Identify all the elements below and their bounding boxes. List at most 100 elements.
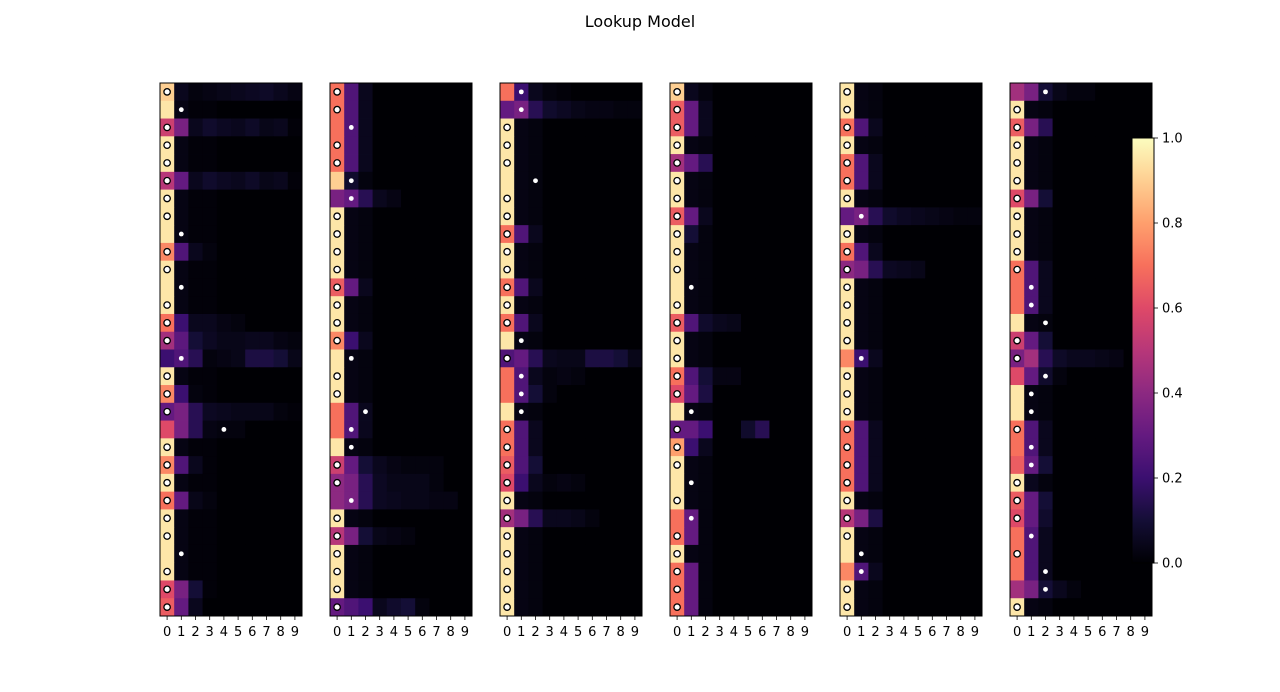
target-marker — [163, 461, 171, 469]
target-marker — [348, 444, 354, 450]
heatmap-cell — [415, 598, 430, 617]
heatmap-cell — [755, 242, 770, 262]
heatmap-cell — [231, 331, 246, 350]
heatmap-cell — [953, 456, 969, 475]
heatmap-cell — [585, 331, 600, 350]
heatmap-cell — [698, 331, 713, 350]
heatmap-cell — [1109, 562, 1124, 581]
heatmap-cell — [896, 118, 912, 137]
heatmap-cell — [585, 598, 600, 617]
heatmap-cell — [372, 242, 388, 262]
target-marker — [163, 141, 171, 150]
heatmap-cell — [401, 385, 416, 404]
heatmap-cell — [868, 296, 883, 315]
heatmap-cell — [514, 189, 529, 208]
heatmap-cell — [259, 438, 274, 457]
heatmap-cell — [1038, 100, 1053, 119]
heatmap-cell — [769, 118, 784, 137]
heatmap-cell — [358, 207, 373, 226]
heatmap-cell — [216, 473, 232, 493]
heatmap-cell — [1024, 598, 1039, 617]
heatmap-cell — [797, 491, 813, 510]
heatmap-cell — [755, 509, 770, 528]
target-marker — [503, 123, 511, 132]
target-marker — [503, 265, 511, 274]
heatmap-cell — [457, 171, 473, 190]
target-marker — [163, 159, 171, 167]
heatmap-cell — [358, 491, 373, 510]
heatmap-cell — [1109, 420, 1124, 439]
heatmap-cell — [911, 456, 926, 475]
heatmap-cell — [188, 438, 203, 457]
heatmap-cell — [202, 420, 218, 439]
heatmap-cell — [571, 100, 586, 119]
heatmap-cell — [769, 154, 784, 173]
heatmap-cell — [627, 385, 643, 404]
heatmap-cell — [783, 544, 799, 564]
heatmap-cell — [953, 509, 969, 528]
heatmap-cell — [726, 207, 742, 226]
heatmap-cell — [797, 562, 813, 581]
heatmap-cell — [273, 242, 289, 262]
heatmap-cell — [358, 313, 373, 333]
heatmap-cell — [868, 331, 883, 350]
heatmap-cell — [287, 509, 303, 528]
heatmap-cell — [613, 420, 629, 439]
heatmap-cell — [1010, 313, 1025, 333]
heatmap-cell — [911, 491, 926, 510]
heatmap-cell — [585, 367, 600, 386]
heatmap-cell — [953, 385, 969, 404]
x-tick-label: 1 — [517, 625, 525, 640]
heatmap-cell — [174, 207, 189, 226]
heatmap-cell — [1081, 456, 1096, 475]
heatmap-cell — [925, 100, 940, 119]
heatmap-cell — [216, 456, 232, 475]
heatmap-cell — [457, 385, 473, 404]
heatmap-cell — [542, 509, 558, 528]
heatmap-cell — [556, 367, 572, 386]
heatmap-cell — [755, 136, 770, 155]
heatmap-cell — [386, 438, 402, 457]
heatmap-cell — [939, 136, 954, 155]
heatmap-cell — [401, 242, 416, 262]
heatmap-cell — [684, 242, 699, 262]
x-tick-label: 4 — [730, 625, 738, 640]
heatmap-cell — [953, 296, 969, 315]
heatmap-cell — [698, 278, 713, 297]
heatmap-cell — [386, 242, 402, 262]
heatmap-cell — [613, 225, 629, 244]
heatmap-cell — [245, 189, 260, 208]
heatmap-cell — [401, 171, 416, 190]
heatmap-cell — [188, 385, 203, 404]
heatmap-cell — [967, 438, 983, 457]
heatmap-cell — [712, 473, 728, 493]
colorbar-tick-label: 0.8 — [1162, 217, 1183, 232]
heatmap-cell — [429, 544, 444, 564]
heatmap-cell — [896, 509, 912, 528]
heatmap-cell — [953, 118, 969, 137]
heatmap-cell — [783, 260, 799, 279]
heatmap-cell — [372, 580, 388, 599]
heatmap-cell — [1095, 171, 1110, 190]
heatmap-cell — [245, 296, 260, 315]
heatmap-cell — [925, 562, 940, 581]
heatmap-cell — [372, 509, 388, 528]
target-marker — [1028, 462, 1034, 468]
heatmap-cell — [769, 171, 784, 190]
heatmap-cell — [202, 313, 218, 333]
target-marker — [221, 427, 227, 432]
heatmap-cell — [287, 278, 303, 297]
heatmap-cell — [599, 296, 614, 315]
heatmap-cell — [1052, 580, 1068, 599]
heatmap-cell — [401, 225, 416, 244]
heatmap-cell — [896, 242, 912, 262]
heatmap-cell — [967, 189, 983, 208]
heatmap-cell — [854, 136, 869, 155]
target-marker — [673, 443, 681, 452]
heatmap-cell — [443, 527, 459, 546]
heatmap-cell — [854, 491, 869, 510]
heatmap-cell — [457, 331, 473, 350]
heatmap-cell — [755, 313, 770, 333]
target-marker — [843, 105, 851, 114]
heatmap-cell — [854, 260, 869, 279]
